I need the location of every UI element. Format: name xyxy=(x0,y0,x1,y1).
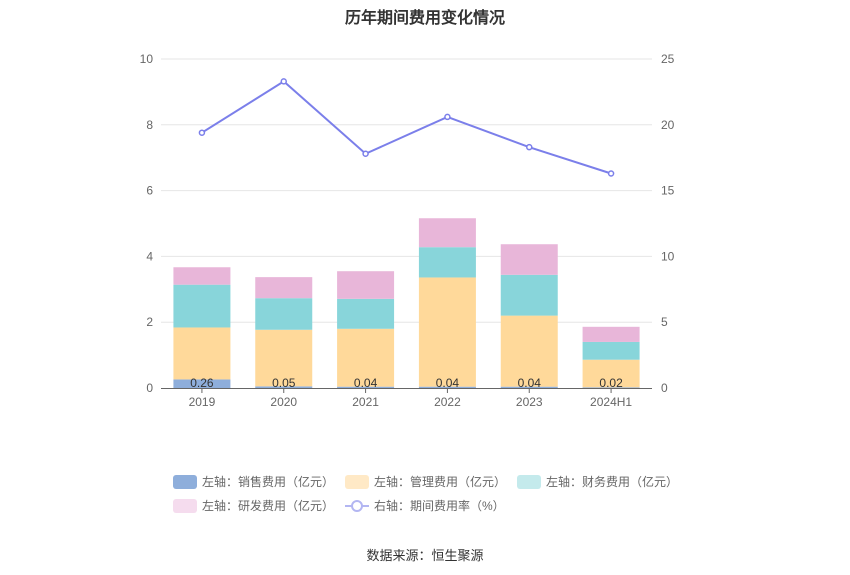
right-tick-label: 5 xyxy=(661,315,668,329)
bar-segment-1 xyxy=(337,386,395,388)
left-tick-label: 8 xyxy=(146,118,153,132)
right-tick-label: 15 xyxy=(661,184,675,198)
bar-stacks xyxy=(173,218,640,388)
bar-segment-1 xyxy=(418,386,476,388)
legend-item: 左轴：财务费用（亿元） xyxy=(517,474,678,489)
data-label: 0.04 xyxy=(354,376,378,390)
legend-item: 左轴：管理费用（亿元） xyxy=(345,474,506,489)
x-tick-label: 2024H1 xyxy=(590,395,632,409)
left-tick-label: 0 xyxy=(146,381,153,395)
legend-swatch xyxy=(173,499,197,513)
bar-segment-3 xyxy=(500,274,558,316)
x-axis: 2019 2020 2021 2022 2023 2024H1 xyxy=(161,388,652,409)
bar-segment-2 xyxy=(337,328,395,387)
legend-label: 左轴：研发费用（亿元） xyxy=(202,498,334,513)
data-labels: 0.26 0.05 0.04 0.04 0.04 0.02 xyxy=(190,376,623,390)
bar-segment-2 xyxy=(582,359,640,388)
data-label: 0.05 xyxy=(272,376,296,390)
legend-item: 左轴：研发费用（亿元） xyxy=(173,498,334,513)
x-tick-label: 2019 xyxy=(189,395,216,409)
bar-segment-2 xyxy=(255,329,313,387)
legend-label: 右轴：期间费用率（%） xyxy=(374,498,505,513)
bar-segment-3 xyxy=(337,298,395,329)
rate-point xyxy=(526,143,533,151)
rate-point xyxy=(280,78,287,85)
bar-segment-3 xyxy=(173,284,231,328)
chart-title: 历年期间费用变化情况 xyxy=(344,10,505,27)
left-tick-label: 4 xyxy=(146,249,153,263)
bar-segment-1 xyxy=(500,386,558,388)
legend-marker-swatch xyxy=(351,500,363,512)
grid-lines xyxy=(161,58,652,323)
bar-segment-4 xyxy=(255,277,313,299)
bar-segment-4 xyxy=(173,267,231,285)
right-tick-label: 0 xyxy=(661,381,668,395)
right-tick-label: 20 xyxy=(661,118,675,132)
left-tick-label: 6 xyxy=(146,184,153,198)
bar-segment-3 xyxy=(418,247,476,278)
bar-segment-3 xyxy=(255,298,313,330)
bar-segment-4 xyxy=(500,244,558,275)
bar-segment-2 xyxy=(173,327,231,380)
bar-segment-4 xyxy=(418,218,476,248)
rate-point xyxy=(444,113,451,121)
bar-segment-2 xyxy=(418,277,476,387)
bar-segment-2 xyxy=(500,315,558,387)
right-axis-ticks: 0 5 10 15 20 25 xyxy=(661,52,675,395)
data-label: 0.02 xyxy=(599,376,623,390)
legend-label: 左轴：管理费用（亿元） xyxy=(374,474,506,489)
rate-point xyxy=(607,170,615,177)
data-label: 0.04 xyxy=(436,376,460,390)
x-tick-label: 2022 xyxy=(434,395,461,409)
rate-line-series xyxy=(198,78,615,177)
bar-segment-4 xyxy=(337,271,395,299)
left-axis-ticks: 0 2 4 6 8 10 xyxy=(140,52,154,395)
rate-point xyxy=(362,150,369,158)
right-tick-label: 10 xyxy=(661,249,675,263)
data-label: 0.26 xyxy=(190,376,214,390)
bar-segment-1 xyxy=(255,386,313,388)
legend: 左轴：销售费用（亿元） 左轴：管理费用（亿元） 左轴：财务费用（亿元） 左轴：研发费用… xyxy=(173,474,678,513)
legend-swatch xyxy=(345,475,369,489)
data-label: 0.04 xyxy=(518,376,542,390)
bar-segment-1 xyxy=(173,379,231,388)
x-tick-label: 2021 xyxy=(352,395,379,409)
legend-item: 右轴：期间费用率（%） xyxy=(345,498,505,513)
data-source: 数据来源：恒生聚源 xyxy=(366,548,484,563)
bar-segment-3 xyxy=(582,341,640,360)
x-tick-label: 2020 xyxy=(270,395,297,409)
x-tick-label: 2023 xyxy=(516,395,543,409)
left-tick-label: 2 xyxy=(146,315,153,329)
legend-swatch xyxy=(517,475,541,489)
legend-label: 左轴：财务费用（亿元） xyxy=(546,474,678,489)
rate-line xyxy=(201,80,612,175)
legend-label: 左轴：销售费用（亿元） xyxy=(202,474,334,489)
legend-item: 左轴：销售费用（亿元） xyxy=(173,474,334,489)
legend-swatch xyxy=(173,475,197,489)
left-tick-label: 10 xyxy=(140,52,154,66)
right-tick-label: 25 xyxy=(661,52,675,66)
bar-segment-1 xyxy=(582,387,640,388)
bar-segment-4 xyxy=(582,326,640,342)
rate-point xyxy=(198,129,206,136)
